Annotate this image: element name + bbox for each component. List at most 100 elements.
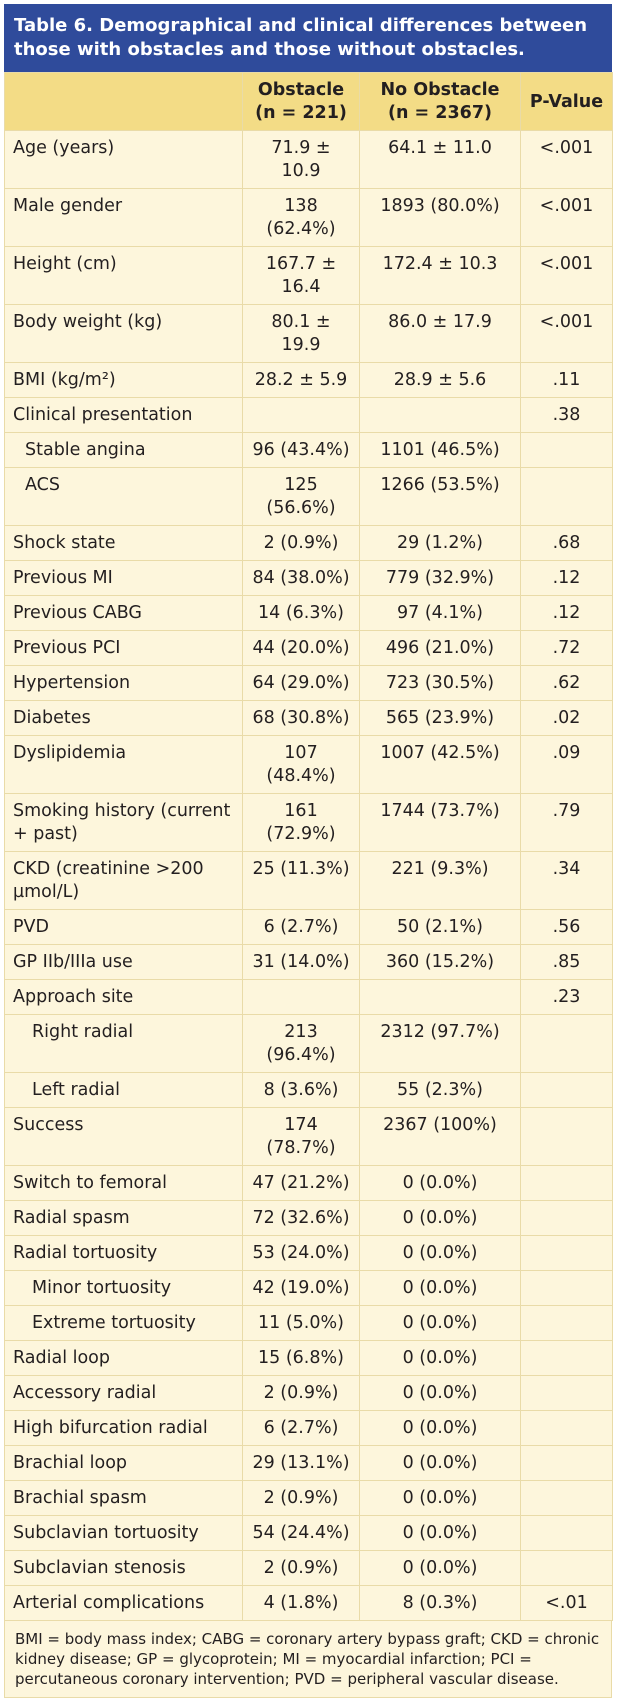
table-cell: .68: [520, 525, 613, 561]
table-header: Obstacle (n = 221) No Obstacle (n = 2367)…: [4, 72, 613, 131]
row-label: Smoking history (current + past): [4, 793, 243, 852]
table-cell: 6 (2.7%): [242, 909, 360, 945]
table-row: Switch to femoral 47 (21.2%) 0 (0.0%): [4, 1165, 613, 1201]
row-label: Age (years): [4, 130, 243, 189]
table-row: Radial loop 15 (6.8%) 0 (0.0%): [4, 1340, 613, 1376]
table-cell: .09: [520, 735, 613, 794]
table-cell: 138 (62.4%): [242, 188, 360, 247]
table-cell: 4 (1.8%): [242, 1585, 360, 1621]
table-cell: [520, 432, 613, 468]
table-cell: 0 (0.0%): [359, 1410, 521, 1446]
table-row: Diabetes 68 (30.8%) 565 (23.9%) .02: [4, 700, 613, 736]
table-cell: 15 (6.8%): [242, 1340, 360, 1376]
table-cell: 84 (38.0%): [242, 560, 360, 596]
row-label: Stable angina: [4, 432, 243, 468]
table-row: Extreme tortuosity 11 (5.0%) 0 (0.0%): [4, 1305, 613, 1341]
row-label: Left radial: [4, 1072, 243, 1108]
table-cell: 779 (32.9%): [359, 560, 521, 596]
table-cell: [520, 1340, 613, 1376]
table-cell: 723 (30.5%): [359, 665, 521, 701]
row-label: Arterial complications: [4, 1585, 243, 1621]
table-cell: 167.7 ± 16.4: [242, 246, 360, 305]
table-cell: [520, 1165, 613, 1201]
table-cell: 25 (11.3%): [242, 851, 360, 910]
table-row: Previous PCI 44 (20.0%) 496 (21.0%) .72: [4, 630, 613, 666]
table-row: High bifurcation radial 6 (2.7%) 0 (0.0%): [4, 1410, 613, 1446]
table-cell: 42 (19.0%): [242, 1270, 360, 1306]
table-cell: 2312 (97.7%): [359, 1014, 521, 1073]
table-cell: 0 (0.0%): [359, 1305, 521, 1341]
table-cell: .12: [520, 560, 613, 596]
table-cell: 86.0 ± 17.9: [359, 304, 521, 363]
table-cell: 50 (2.1%): [359, 909, 521, 945]
table-cell: 1893 (80.0%): [359, 188, 521, 247]
table-cell: 97 (4.1%): [359, 595, 521, 631]
table-cell: 55 (2.3%): [359, 1072, 521, 1108]
row-label: Switch to femoral: [4, 1165, 243, 1201]
table-cell: 47 (21.2%): [242, 1165, 360, 1201]
table-cell: 125 (56.6%): [242, 467, 360, 526]
row-label: Subclavian stenosis: [4, 1550, 243, 1586]
table-cell: .85: [520, 944, 613, 980]
row-label: BMI (kg/m²): [4, 362, 243, 398]
table-cell: 1101 (46.5%): [359, 432, 521, 468]
table-cell: 64.1 ± 11.0: [359, 130, 521, 189]
table-cell: [520, 1107, 613, 1166]
table-cell: .34: [520, 851, 613, 910]
row-label: Brachial loop: [4, 1445, 243, 1481]
table-cell: .23: [520, 979, 613, 1015]
row-label: Previous MI: [4, 560, 243, 596]
table-cell: [359, 979, 521, 1015]
table-cell: 0 (0.0%): [359, 1200, 521, 1236]
row-label: GP IIb/IIIa use: [4, 944, 243, 980]
table-row: Dyslipidemia 107 (48.4%) 1007 (42.5%) .09: [4, 735, 613, 794]
row-label: Previous CABG: [4, 595, 243, 631]
table-cell: 2 (0.9%): [242, 1480, 360, 1516]
table-cell: 172.4 ± 10.3: [359, 246, 521, 305]
table-cell: .12: [520, 595, 613, 631]
row-label: Approach site: [4, 979, 243, 1015]
table-cell: 0 (0.0%): [359, 1480, 521, 1516]
table-cell: 44 (20.0%): [242, 630, 360, 666]
row-label: High bifurcation radial: [4, 1410, 243, 1446]
row-label: Subclavian tortuosity: [4, 1515, 243, 1551]
table-cell: 2 (0.9%): [242, 1550, 360, 1586]
table-cell: 54 (24.4%): [242, 1515, 360, 1551]
table-row: Accessory radial 2 (0.9%) 0 (0.0%): [4, 1375, 613, 1411]
table-cell: [520, 1550, 613, 1586]
table-cell: 2367 (100%): [359, 1107, 521, 1166]
table-row: Previous CABG 14 (6.3%) 97 (4.1%) .12: [4, 595, 613, 631]
row-label: Previous PCI: [4, 630, 243, 666]
table-cell: 28.2 ± 5.9: [242, 362, 360, 398]
table-row: Minor tortuosity 42 (19.0%) 0 (0.0%): [4, 1270, 613, 1306]
header-cell: Obstacle (n = 221): [242, 72, 360, 131]
table-cell: <.001: [520, 304, 613, 363]
table-cell: [520, 1072, 613, 1108]
table-cell: 6 (2.7%): [242, 1410, 360, 1446]
table-row: Subclavian tortuosity 54 (24.4%) 0 (0.0%): [4, 1515, 613, 1551]
header-cell: P-Value: [520, 72, 613, 131]
table-cell: 1744 (73.7%): [359, 793, 521, 852]
table-row: Previous MI 84 (38.0%) 779 (32.9%) .12: [4, 560, 613, 596]
table-cell: 72 (32.6%): [242, 1200, 360, 1236]
table-cell: [520, 1014, 613, 1073]
table-cell: 0 (0.0%): [359, 1515, 521, 1551]
table-cell: [520, 1305, 613, 1341]
row-label: Radial tortuosity: [4, 1235, 243, 1271]
row-label: Shock state: [4, 525, 243, 561]
table-cell: 64 (29.0%): [242, 665, 360, 701]
table-cell: [520, 1270, 613, 1306]
table-cell: [520, 1515, 613, 1551]
row-label: Hypertension: [4, 665, 243, 701]
table-cell: 0 (0.0%): [359, 1235, 521, 1271]
table-cell: 28.9 ± 5.6: [359, 362, 521, 398]
page: {"title": "Table 6. Demographical and cl…: [4, 4, 613, 1698]
row-label: Clinical presentation: [4, 397, 243, 433]
header-cell: No Obstacle (n = 2367): [359, 72, 521, 131]
table-row: BMI (kg/m²) 28.2 ± 5.9 28.9 ± 5.6.11: [4, 362, 613, 398]
table-cell: 213 (96.4%): [242, 1014, 360, 1073]
table-row: Hypertension 64 (29.0%) 723 (30.5%) .62: [4, 665, 613, 701]
table-cell: <.001: [520, 188, 613, 247]
row-label: Brachial spasm: [4, 1480, 243, 1516]
row-label: Right radial: [4, 1014, 243, 1073]
